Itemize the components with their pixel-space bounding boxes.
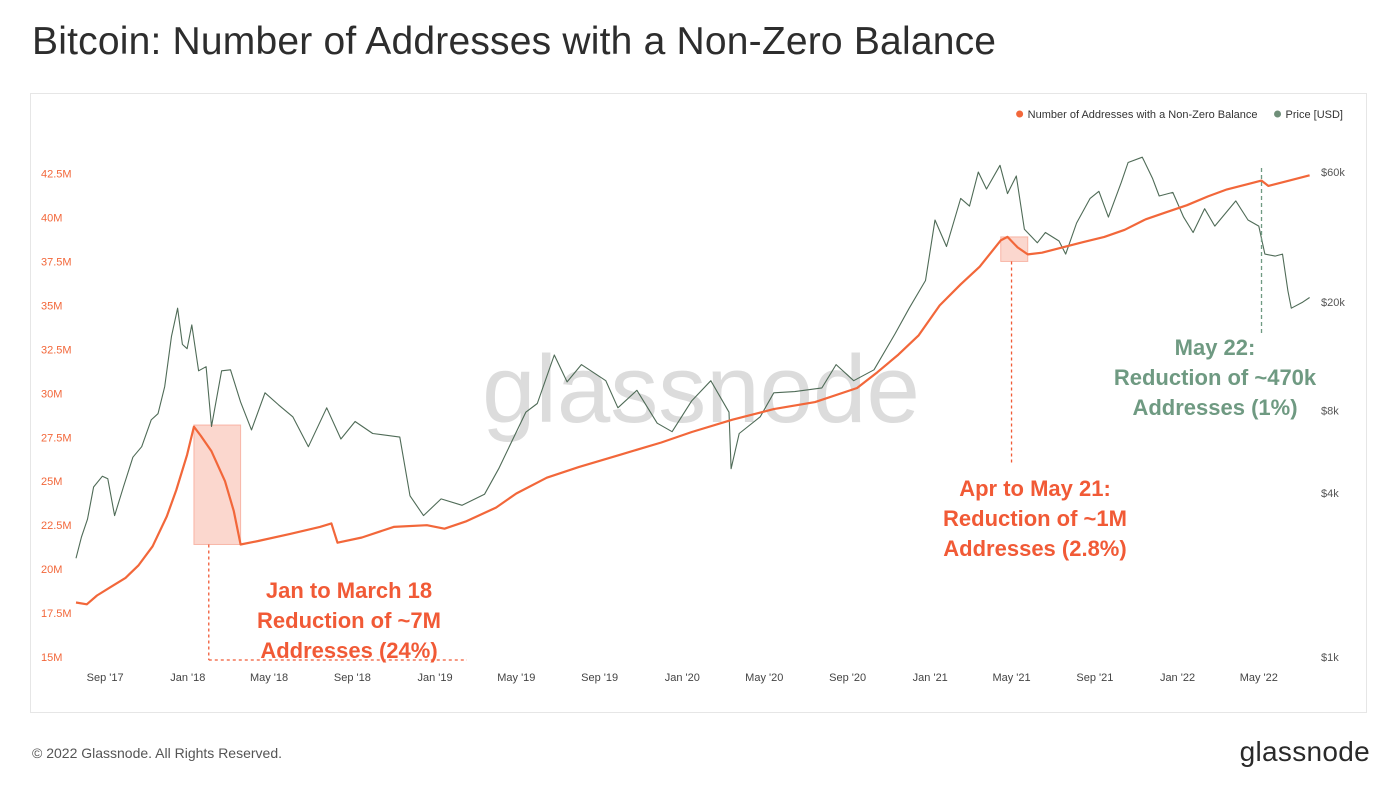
annotation-text-jan-mar-18: Reduction of ~7M	[257, 608, 441, 633]
annotation-text-apr-may-21: Apr to May 21:	[959, 476, 1111, 501]
annotation-text-apr-may-21: Reduction of ~1M	[943, 506, 1127, 531]
y-left-tick-label: 17.5M	[41, 608, 72, 620]
annotation-text-may-22: Reduction of ~470k	[1114, 365, 1317, 390]
series-layer	[75, 156, 1310, 606]
x-tick-label: Jan '21	[913, 672, 948, 684]
y-right-tick-label: $60k	[1321, 167, 1345, 179]
x-tick-label: Jan '19	[417, 672, 452, 684]
highlight-region	[193, 424, 242, 545]
annotation-text-apr-may-21: Addresses (2.8%)	[943, 536, 1126, 561]
y-left-tick-label: 40M	[41, 213, 62, 225]
x-tick-label: May '21	[992, 672, 1030, 684]
y-right-tick-label: $8k	[1321, 406, 1339, 418]
chart-panel: glassnode Price [USD] Number of Addresses…	[30, 93, 1367, 713]
footer-copyright: © 2022 Glassnode. All Rights Reserved.	[32, 745, 283, 761]
page-title: Bitcoin: Number of Addresses with a Non-…	[32, 20, 997, 63]
chart: glassnode Price [USD] Number of Addresses…	[41, 109, 1345, 684]
price-line	[75, 156, 1310, 559]
annotation-text-jan-mar-18: Jan to March 18	[266, 578, 432, 603]
legend-label: Number of Addresses with a Non-Zero Bala…	[1028, 109, 1258, 121]
annotation-text-may-22: Addresses (1%)	[1132, 395, 1297, 420]
legend-marker	[1274, 110, 1282, 118]
y-left-tick-label: 30M	[41, 388, 62, 400]
x-tick-label: Jan '20	[665, 672, 700, 684]
legend-marker	[1016, 110, 1024, 118]
x-tick-label: Sep '17	[87, 672, 124, 684]
addresses-line	[75, 174, 1310, 606]
annotations: Jan to March 18 Reduction of ~7M Addresses…	[208, 168, 1317, 663]
x-tick-label: Jan '22	[1160, 672, 1195, 684]
x-tick-label: Jan '18	[170, 672, 205, 684]
annotation-text-may-22: May 22:	[1175, 335, 1256, 360]
x-tick-label: Sep '21	[1076, 672, 1113, 684]
legend: Price [USD] Number of Addresses with a No…	[1016, 109, 1343, 121]
x-tick-label: Sep '18	[334, 672, 371, 684]
x-tick-label: Sep '19	[581, 672, 618, 684]
footer-logo: glassnode	[1239, 736, 1370, 767]
y-left-tick-label: 22.5M	[41, 520, 72, 532]
y-left-tick-label: 35M	[41, 300, 62, 312]
highlight-regions	[193, 236, 1029, 545]
y-left-tick-label: 20M	[41, 564, 62, 576]
y-left-tick-label: 42.5M	[41, 169, 72, 181]
highlight-region	[1000, 236, 1029, 262]
x-tick-label: May '22	[1240, 672, 1278, 684]
x-tick-label: May '19	[497, 672, 535, 684]
x-tick-label: Sep '20	[829, 672, 866, 684]
y-left-tick-label: 15M	[41, 652, 62, 664]
watermark: glassnode	[482, 336, 920, 443]
x-tick-label: May '20	[745, 672, 783, 684]
y-left-tick-label: 37.5M	[41, 256, 72, 268]
y-left-tick-label: 32.5M	[41, 344, 72, 356]
axes: 15M 17.5M 20M 22.5M 25M 27.5M 30M 32.5M 35M 37.5M…	[41, 167, 1345, 684]
y-right-tick-label: $20k	[1321, 297, 1345, 309]
x-tick-label: May '18	[250, 672, 288, 684]
y-left-tick-label: 27.5M	[41, 432, 72, 444]
y-right-tick-label: $4k	[1321, 488, 1339, 500]
y-right-tick-label: $1k	[1321, 652, 1339, 664]
legend-label: Price [USD]	[1286, 109, 1343, 121]
y-left-tick-label: 25M	[41, 476, 62, 488]
annotation-text-jan-mar-18: Addresses (24%)	[260, 638, 437, 663]
